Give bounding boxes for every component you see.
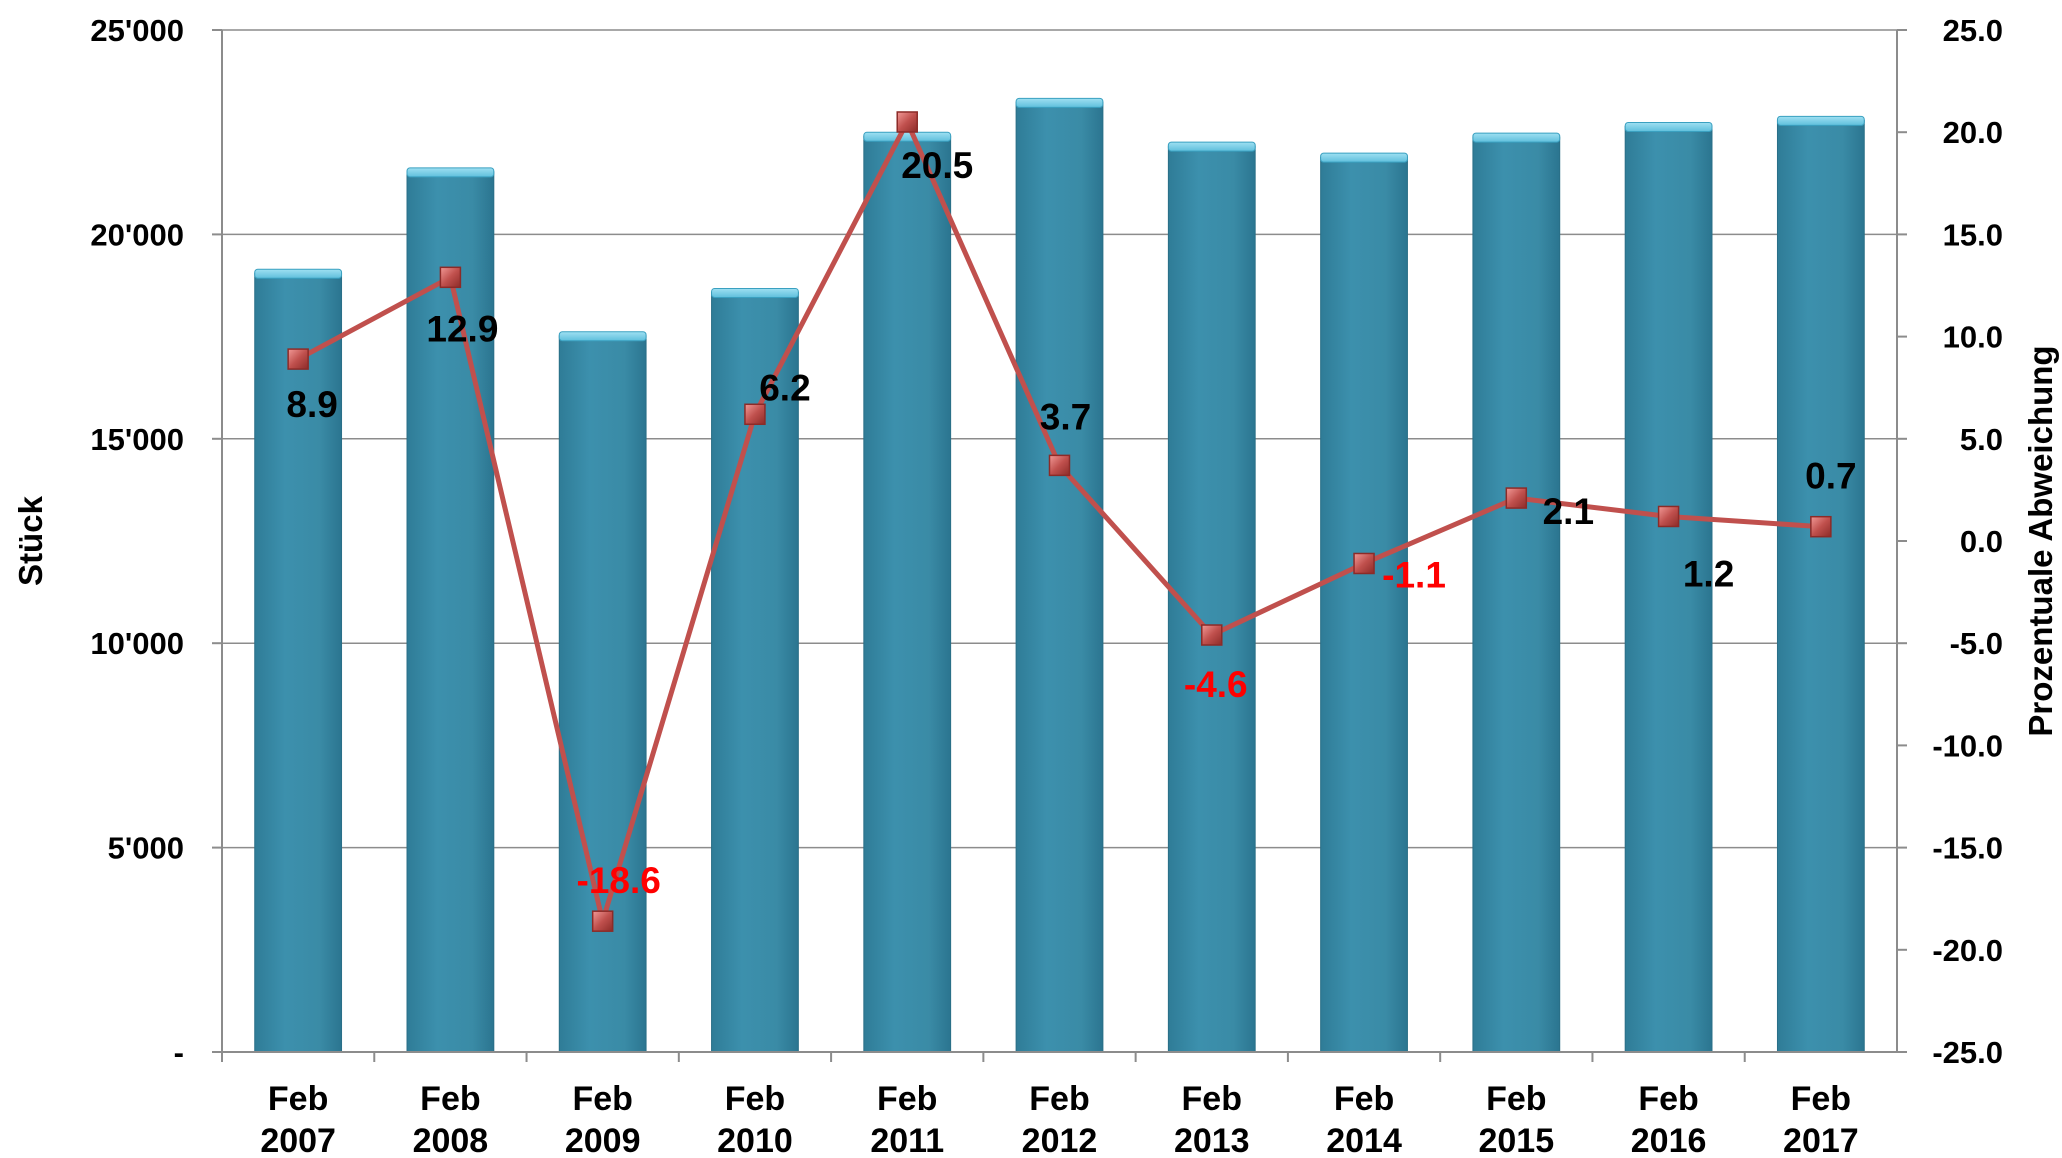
bar-body: [406, 171, 495, 1053]
bar-Feb-2014: [1320, 152, 1408, 1053]
bar-body: [1776, 119, 1865, 1053]
line-series: [287, 111, 1832, 932]
bar-cap: [1624, 121, 1713, 132]
bar-Feb-2007: [254, 268, 343, 1053]
category-label-month: Feb: [268, 1080, 328, 1118]
left-tick-label: -: [174, 1035, 184, 1070]
category-label-month: Feb: [1791, 1080, 1851, 1118]
left-tick-label: 5'000: [108, 831, 184, 866]
bar-body: [863, 135, 952, 1053]
line-marker: [591, 910, 614, 932]
right-tick-label: 5.0: [1960, 422, 2003, 457]
category-label-year: 2013: [1174, 1122, 1250, 1158]
right-tick-label: -15.0: [1932, 831, 2003, 866]
left-axis-title: Stück: [12, 495, 49, 586]
bar-Feb-2011: [863, 131, 952, 1053]
bar-body: [1320, 156, 1408, 1053]
bar-body: [1015, 101, 1104, 1053]
left-tick-label: 15'000: [90, 422, 184, 457]
bar-cap: [558, 331, 647, 342]
right-tick-label: -5.0: [1950, 626, 2003, 661]
category-label-year: 2012: [1022, 1122, 1098, 1158]
category-label-year: 2011: [870, 1122, 944, 1158]
data-label: 3.7: [1040, 396, 1091, 437]
bar-cap: [1015, 97, 1104, 108]
bar-Feb-2013: [1167, 141, 1256, 1053]
data-label: 12.9: [426, 308, 498, 349]
category-label-month: Feb: [725, 1080, 785, 1118]
bar-Feb-2012: [1015, 97, 1104, 1053]
bar-cap: [1776, 115, 1865, 126]
bar-cap: [711, 287, 799, 298]
category-label-year: 2008: [413, 1122, 489, 1158]
right-tick-label: -10.0: [1932, 728, 2003, 763]
category-label-year: 2017: [1783, 1122, 1859, 1158]
line-marker: [287, 348, 309, 370]
data-label: -4.6: [1184, 664, 1248, 705]
category-label-year: 2009: [565, 1122, 641, 1158]
bar-series: [254, 97, 1865, 1053]
data-label: 0.7: [1805, 456, 1856, 497]
category-label-month: Feb: [1182, 1080, 1242, 1118]
line-marker: [744, 403, 766, 426]
category-label-month: Feb: [1029, 1080, 1089, 1118]
bar-Feb-2015: [1472, 132, 1561, 1053]
category-axis: Feb 2007 Feb 2008 Feb 2009 Feb 2010 Feb 2011 Feb 20…: [221, 1052, 1859, 1158]
category-label-month: Feb: [1334, 1080, 1394, 1118]
line-marker: [1353, 552, 1375, 575]
category-label-month: Feb: [1486, 1080, 1546, 1118]
category-label-year: 2014: [1326, 1122, 1402, 1158]
category-label-month: Feb: [572, 1080, 632, 1118]
bar-cap: [406, 167, 495, 178]
data-label: 6.2: [759, 367, 810, 408]
data-label: 2.1: [1543, 491, 1594, 532]
category-label-month: Feb: [420, 1080, 480, 1118]
line-marker: [1505, 487, 1528, 509]
data-label: 20.5: [901, 145, 973, 186]
category-label-year: 2016: [1631, 1122, 1707, 1158]
bar-cap: [254, 268, 343, 279]
data-label: 1.2: [1683, 553, 1734, 594]
category-label-year: 2010: [717, 1122, 793, 1158]
left-tick-label: 20'000: [90, 217, 184, 252]
bar-body: [1472, 136, 1561, 1053]
right-tick-label: 10.0: [1943, 320, 2003, 355]
data-label: -18.6: [577, 860, 661, 901]
line-marker: [439, 266, 462, 289]
bar-Feb-2009: [558, 331, 647, 1053]
line-marker: [1048, 454, 1071, 477]
bar-cap: [1320, 152, 1408, 163]
data-label: -1.1: [1382, 554, 1446, 595]
line-marker: [1201, 624, 1223, 646]
bar-body: [558, 335, 647, 1053]
bar-cap: [1167, 141, 1256, 152]
category-label-month: Feb: [1638, 1080, 1698, 1118]
bar-cap: [863, 131, 952, 142]
left-tick-label: 25'000: [90, 13, 184, 48]
category-label-year: 2015: [1478, 1122, 1554, 1158]
category-label-year: 2007: [260, 1122, 336, 1158]
bar-Feb-2016: [1624, 121, 1713, 1053]
bar-cap: [1472, 132, 1561, 143]
right-tick-label: 15.0: [1943, 217, 2003, 252]
axis-ticks: 25'00020'00015'00010'0005'000-25.020.015…: [90, 13, 2003, 1070]
data-label: 8.9: [286, 384, 337, 425]
right-tick-label: 0.0: [1960, 524, 2003, 559]
line-marker: [896, 111, 918, 133]
right-tick-label: -20.0: [1932, 933, 2003, 968]
bar-Feb-2008: [406, 167, 495, 1053]
right-tick-label: 25.0: [1943, 13, 2003, 48]
right-axis-title: Prozentuale Abweichung: [2022, 345, 2059, 736]
data-labels: 8.9 12.9 -18.6 6.2 20.5 3.7 -4.6 -1.1 2.1 1.2 0.7: [286, 145, 1856, 901]
line-marker: [1657, 505, 1680, 528]
right-tick-label: -25.0: [1932, 1035, 2003, 1070]
left-tick-label: 10'000: [90, 626, 184, 661]
line-marker: [1810, 515, 1832, 538]
right-tick-label: 20.0: [1943, 115, 2003, 150]
category-label-month: Feb: [877, 1080, 937, 1118]
bar-Feb-2017: [1776, 115, 1865, 1053]
